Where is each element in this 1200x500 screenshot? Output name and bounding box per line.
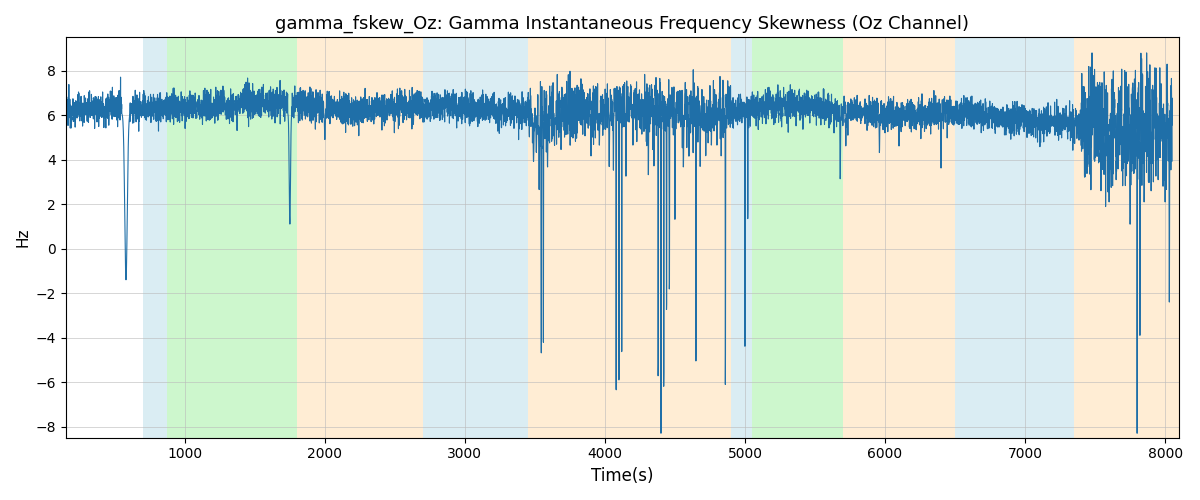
Bar bbox=[1074, 38, 1180, 438]
Bar bbox=[167, 38, 296, 438]
Bar bbox=[422, 38, 528, 438]
Bar bbox=[752, 38, 844, 438]
Bar bbox=[731, 38, 752, 438]
Bar bbox=[844, 38, 955, 438]
Y-axis label: Hz: Hz bbox=[16, 228, 30, 248]
Bar bbox=[528, 38, 731, 438]
Title: gamma_fskew_Oz: Gamma Instantaneous Frequency Skewness (Oz Channel): gamma_fskew_Oz: Gamma Instantaneous Freq… bbox=[276, 15, 970, 34]
Bar bbox=[955, 38, 1074, 438]
Bar bbox=[296, 38, 422, 438]
X-axis label: Time(s): Time(s) bbox=[592, 467, 654, 485]
Bar bbox=[143, 38, 167, 438]
